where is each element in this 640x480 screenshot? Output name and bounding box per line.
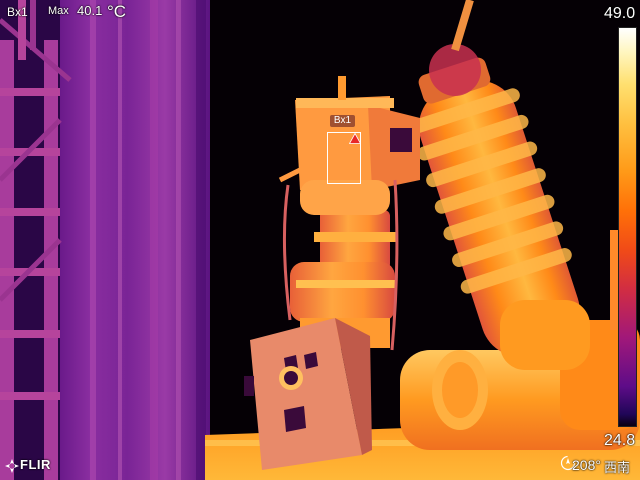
breaker-head [278, 76, 420, 351]
temperature-unit: °C [107, 2, 127, 21]
max-temp-marker-icon [349, 133, 361, 144]
flir-logo-icon [5, 459, 19, 473]
palette-scale-bar [618, 27, 637, 427]
box-tool-tag[interactable]: Bx1 [330, 115, 355, 127]
left-tower [0, 0, 210, 480]
measurement-tool-label: Bx1 [7, 5, 28, 19]
compass-icon [560, 455, 576, 471]
brand-text: FLIR [20, 457, 51, 472]
control-cabinet [244, 318, 372, 470]
box-measurement-region[interactable] [327, 132, 361, 184]
insulator-bushing [408, 0, 590, 370]
compass-direction: 西南 [604, 460, 631, 475]
compass-heading: 208° [572, 457, 601, 473]
max-temperature-value: 40.1 [77, 3, 103, 18]
scale-min-value: 24.8 [604, 432, 636, 449]
right-support [610, 230, 620, 330]
brand-logo: FLIR [5, 457, 57, 474]
scale-max-value: 49.0 [604, 5, 636, 22]
max-label: Max [48, 5, 69, 17]
